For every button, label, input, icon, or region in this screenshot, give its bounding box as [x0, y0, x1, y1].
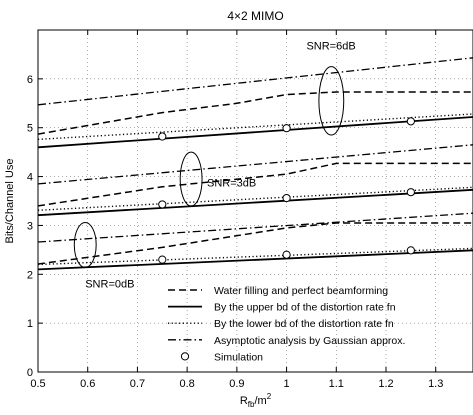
simulation-point: [406, 117, 415, 126]
snr-ellipse: [179, 151, 203, 207]
snr-ellipse: [318, 66, 345, 136]
x-tick-label: 0.7: [130, 378, 145, 390]
simulation-point: [406, 188, 415, 197]
y-tick-label: 3: [27, 220, 33, 232]
simulation-point: [282, 193, 291, 203]
series-upper-bd: [38, 116, 473, 149]
x-tick-label: 0.9: [229, 378, 244, 390]
series-water-filling: [38, 222, 473, 265]
series-water-filling: [38, 91, 473, 135]
series-lower-bd: [38, 247, 473, 266]
x-tick-label: 1.2: [378, 378, 393, 390]
x-axis-label-sub: fb: [248, 400, 255, 409]
legend-label: Asymptotic analysis by Gaussian approx.: [214, 335, 405, 347]
x-axis-label-tail: /m: [254, 395, 266, 407]
y-tick-label: 4: [27, 172, 33, 184]
snr-annotation: SNR=6dB: [306, 41, 355, 53]
series-asymptotic: [38, 144, 473, 185]
axis-ticks: 0.5 0.6 0.7 0.8 0.9 1 1.1 1.2 1.3 0 1 2 3 4 5 6: [27, 30, 443, 390]
y-tick-label: 5: [27, 123, 33, 135]
legend-label: By the upper bd of the distortion rate f…: [214, 302, 396, 314]
series-upper-bd: [38, 188, 473, 217]
series-lower-bd: [38, 113, 473, 141]
x-tick-label: 1: [284, 378, 290, 390]
snr-annotation: SNR=3dB: [207, 177, 256, 189]
y-axis-label: Bits/Channel Use: [4, 159, 16, 244]
legend-label: Simulation: [214, 351, 263, 363]
snr-ellipse: [73, 221, 97, 268]
y-tick-label: 6: [27, 74, 33, 86]
chart-title: 4×2 MIMO: [227, 9, 283, 23]
y-tick-label: 2: [27, 269, 33, 281]
x-tick-label: 0.5: [30, 378, 45, 390]
plot-frame: [37, 29, 473, 373]
x-axis-label-sup: 2: [267, 392, 272, 401]
simulation-point: [158, 200, 167, 209]
simulation-point: [158, 132, 167, 141]
legend: Water filling and perfect beamforming By …: [168, 285, 405, 363]
simulation-point: [282, 250, 291, 259]
series-layer: [38, 57, 473, 271]
simulation-markers: [158, 117, 415, 264]
y-tick-label: 1: [27, 318, 33, 330]
simulation-point: [282, 124, 291, 133]
series-asymptotic: [38, 57, 473, 106]
x-axis-label: Rfb/m2: [240, 392, 272, 409]
grid: [38, 30, 473, 372]
x-tick-label: 1.1: [329, 378, 344, 390]
series-asymptotic: [38, 212, 473, 243]
y-tick-label: 0: [27, 367, 33, 379]
x-tick-label: 1.3: [428, 378, 443, 390]
series-lower-bd: [38, 186, 473, 211]
legend-label: By the lower bd of the distortion rate f…: [214, 318, 394, 330]
legend-label: Water filling and perfect beamforming: [214, 285, 388, 297]
legend-swatch-simulation: [180, 352, 190, 361]
x-tick-label: 0.6: [80, 378, 95, 390]
x-axis-label-base: R: [240, 395, 248, 407]
simulation-point: [406, 246, 415, 255]
series-water-filling: [38, 162, 473, 207]
snr-ellipses: SNR=0dB SNR=3dB SNR=6dB: [73, 41, 356, 290]
series-upper-bd: [38, 249, 473, 271]
simulation-point: [158, 255, 167, 264]
snr-annotation: SNR=0dB: [85, 278, 134, 290]
x-tick-label: 0.8: [179, 378, 194, 390]
